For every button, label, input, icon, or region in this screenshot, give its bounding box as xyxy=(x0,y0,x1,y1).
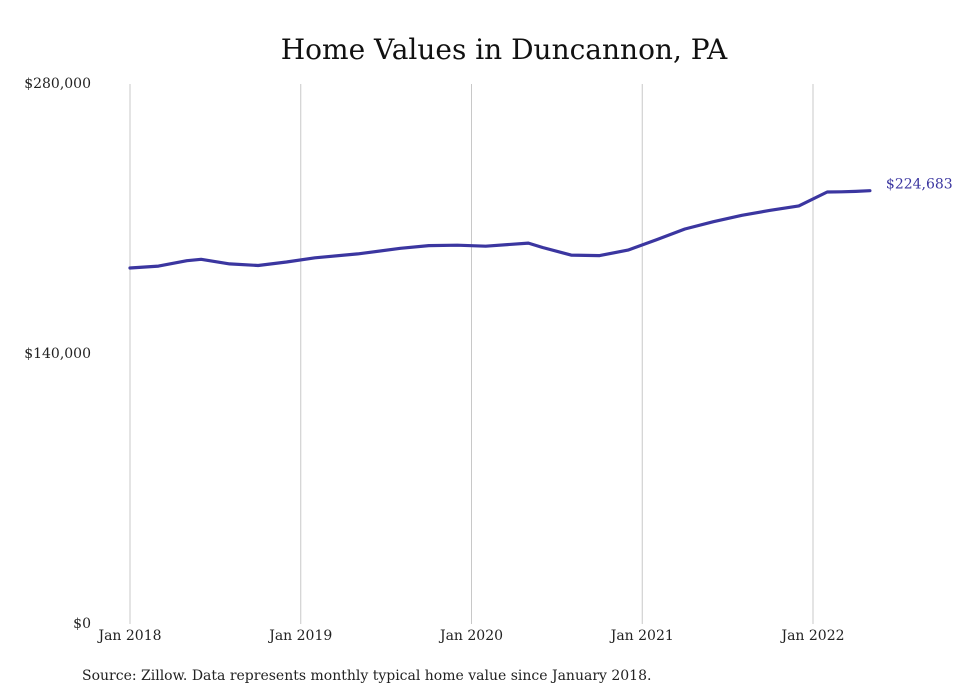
series-layer xyxy=(128,189,872,270)
y-axis-ticks: $0 $140,000 $280,000 xyxy=(24,76,91,632)
x-tick-label: Jan 2018 xyxy=(96,628,161,644)
vertical-gridlines xyxy=(129,84,814,624)
x-tick-label: Jan 2022 xyxy=(779,628,844,644)
end-value-label: $224,683 xyxy=(886,177,953,193)
x-tick-label: Jan 2019 xyxy=(267,628,332,644)
y-tick-label: $140,000 xyxy=(24,346,91,362)
y-tick-label: $0 xyxy=(73,616,91,632)
x-tick-label: Jan 2020 xyxy=(438,628,503,644)
x-tick-label: Jan 2021 xyxy=(609,628,674,644)
source-note: Source: Zillow. Data represents monthly … xyxy=(82,668,652,684)
series-line xyxy=(128,189,872,270)
y-tick-label: $280,000 xyxy=(24,76,91,92)
chart-title: Home Values in Duncannon, PA xyxy=(281,33,728,66)
x-axis-ticks: Jan 2018 Jan 2019 Jan 2020 Jan 2021 Jan 2022 xyxy=(96,628,844,644)
